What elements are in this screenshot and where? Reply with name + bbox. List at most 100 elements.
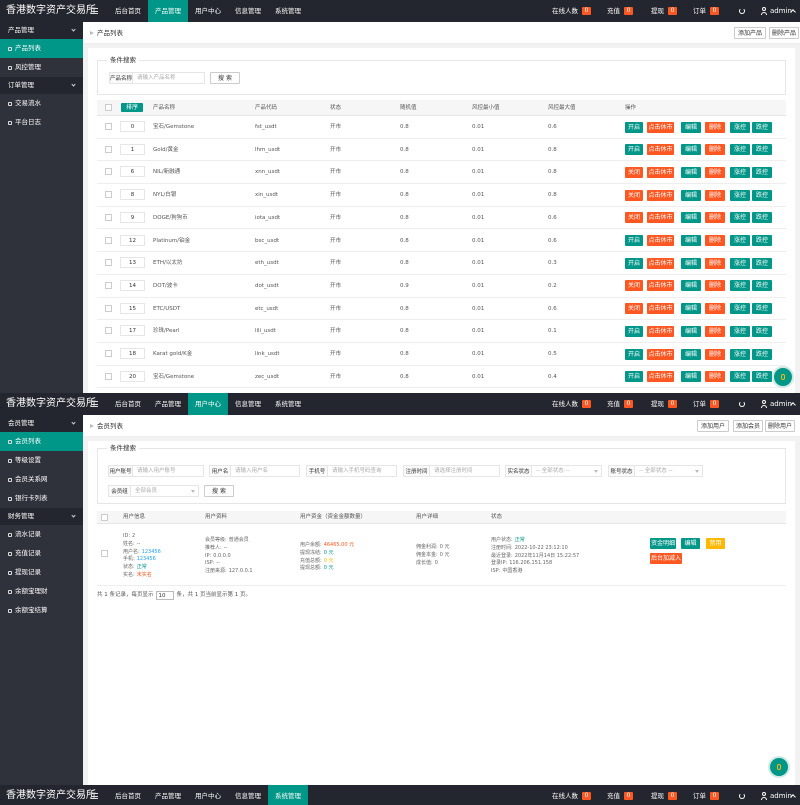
nav-item[interactable]: 用户中心 xyxy=(188,0,228,22)
action-button[interactable]: 跌控 xyxy=(752,235,772,246)
action-button[interactable]: 编辑 xyxy=(681,212,701,224)
row-button[interactable]: 编辑 xyxy=(681,538,700,549)
checkbox[interactable] xyxy=(105,168,112,176)
action-button[interactable]: 点击休市 xyxy=(647,371,674,383)
search-button[interactable]: 搜 索 xyxy=(210,72,240,84)
action-button[interactable]: 涨控 xyxy=(730,212,750,224)
action-button[interactable]: 跌控 xyxy=(752,212,772,224)
action-button[interactable]: 涨控 xyxy=(730,121,750,133)
refresh-icon[interactable] xyxy=(739,8,745,14)
stat-label[interactable]: 订单 xyxy=(693,792,706,800)
checkbox[interactable] xyxy=(105,350,112,357)
action-button[interactable]: 编辑 xyxy=(681,325,701,337)
sidebar-item[interactable]: 充值记录 xyxy=(0,544,83,563)
nav-item[interactable]: 产品管理 xyxy=(148,785,188,805)
nav-item[interactable]: 用户中心 xyxy=(188,785,228,805)
toolbar-button[interactable]: 添加产品 xyxy=(734,27,766,39)
action-button[interactable]: 编辑 xyxy=(681,371,701,383)
checkbox[interactable] xyxy=(105,281,112,289)
checkbox[interactable] xyxy=(105,213,112,221)
stat-label[interactable]: 在线人数 xyxy=(552,400,578,408)
toggle-button[interactable]: 开启 xyxy=(625,348,643,360)
toolbar-button[interactable]: 添加用户 xyxy=(697,420,729,432)
menu-toggle[interactable] xyxy=(91,401,98,407)
action-button[interactable]: 编辑 xyxy=(681,303,701,315)
checkbox[interactable] xyxy=(105,145,112,153)
toggle-button[interactable]: 关闭 xyxy=(625,166,643,178)
action-button[interactable]: 删除 xyxy=(705,212,725,224)
checkbox[interactable] xyxy=(105,236,112,244)
stat-label[interactable]: 在线人数 xyxy=(552,7,578,15)
action-button[interactable]: 点击休市 xyxy=(647,257,674,269)
select-input[interactable]: 全部会员 xyxy=(131,485,199,497)
sort-input[interactable]: 13 xyxy=(120,257,145,269)
action-button[interactable]: 涨控 xyxy=(730,280,750,292)
toggle-button[interactable]: 关闭 xyxy=(625,303,643,315)
action-button[interactable]: 跌控 xyxy=(752,166,772,178)
sidebar-item[interactable]: 会员关系网 xyxy=(0,470,83,489)
action-button[interactable]: 删除 xyxy=(705,348,725,360)
action-button[interactable]: 编辑 xyxy=(681,144,701,156)
sidebar-group[interactable]: 财务管理 xyxy=(0,508,83,525)
checkbox[interactable] xyxy=(105,372,112,380)
action-button[interactable]: 点击休市 xyxy=(647,235,674,246)
action-button[interactable]: 编辑 xyxy=(681,189,701,201)
checkbox[interactable] xyxy=(105,259,112,267)
menu-toggle[interactable] xyxy=(91,793,98,799)
checkbox[interactable] xyxy=(101,550,108,557)
row-button[interactable]: 资金明细 xyxy=(650,538,676,549)
toggle-button[interactable]: 开启 xyxy=(625,371,643,383)
text-input[interactable]: 请输入用户名 xyxy=(231,465,300,477)
sidebar-group[interactable]: 会员管理 xyxy=(0,415,83,432)
action-button[interactable]: 删除 xyxy=(705,257,725,269)
stat-label[interactable]: 提现 xyxy=(651,400,664,408)
row-button[interactable]: 禁用 xyxy=(706,538,725,549)
sort-input[interactable]: 20 xyxy=(120,370,145,382)
sidebar-item[interactable]: 银行卡列表 xyxy=(0,489,83,508)
text-input[interactable]: 请选择注册时间 xyxy=(430,465,500,477)
sort-input[interactable]: 14 xyxy=(120,279,145,291)
action-button[interactable]: 跌控 xyxy=(752,303,772,315)
action-button[interactable]: 删除 xyxy=(705,303,725,315)
sidebar-item[interactable]: 平台日志 xyxy=(0,113,83,132)
refresh-icon[interactable] xyxy=(739,793,745,799)
action-button[interactable]: 编辑 xyxy=(681,280,701,292)
user-name[interactable]: admin xyxy=(770,792,792,800)
nav-item[interactable]: 系统管理 xyxy=(268,0,308,22)
nav-item[interactable]: 信息管理 xyxy=(228,785,268,805)
checkbox[interactable] xyxy=(105,327,112,335)
stat-label[interactable]: 提现 xyxy=(651,7,664,15)
checkbox[interactable] xyxy=(105,191,112,199)
stat-label[interactable]: 充值 xyxy=(607,400,620,408)
nav-item[interactable]: 产品管理 xyxy=(148,0,188,22)
action-button[interactable]: 涨控 xyxy=(730,166,750,178)
action-button[interactable]: 点击休市 xyxy=(647,325,674,337)
action-button[interactable]: 编辑 xyxy=(681,235,701,246)
sidebar-item[interactable]: 流水记录 xyxy=(0,525,83,544)
action-button[interactable]: 跌控 xyxy=(752,280,772,292)
sidebar-group[interactable]: 订单管理 xyxy=(0,77,83,94)
checkbox[interactable] xyxy=(105,104,112,111)
toggle-button[interactable]: 开启 xyxy=(625,257,643,269)
sort-button[interactable]: 排序 xyxy=(121,103,143,112)
menu-toggle[interactable] xyxy=(91,8,98,14)
sort-input[interactable]: 18 xyxy=(120,348,145,359)
sort-input[interactable]: 6 xyxy=(120,166,145,178)
action-button[interactable]: 编辑 xyxy=(681,166,701,178)
page-size-select[interactable]: 10 xyxy=(155,591,174,600)
sidebar-group[interactable]: 产品管理 xyxy=(0,22,83,39)
sidebar-item[interactable]: 会员列表 xyxy=(0,432,83,451)
toolbar-button[interactable]: 添加会员 xyxy=(733,420,763,432)
sort-input[interactable]: 8 xyxy=(120,189,145,201)
search-button[interactable]: 搜 索 xyxy=(204,485,234,497)
select-input[interactable]: -- 全部状态 -- xyxy=(532,465,602,477)
text-input[interactable]: 请输入用户账号 xyxy=(133,465,204,477)
action-button[interactable]: 跌控 xyxy=(752,257,772,269)
nav-item[interactable]: 后台首页 xyxy=(108,0,148,22)
action-button[interactable]: 点击休市 xyxy=(647,121,674,133)
action-button[interactable]: 涨控 xyxy=(730,189,750,201)
sidebar-item[interactable]: 余额宝结算 xyxy=(0,601,83,620)
action-button[interactable]: 涨控 xyxy=(730,371,750,383)
action-button[interactable]: 跌控 xyxy=(752,325,772,337)
action-button[interactable]: 点击休市 xyxy=(647,189,674,201)
